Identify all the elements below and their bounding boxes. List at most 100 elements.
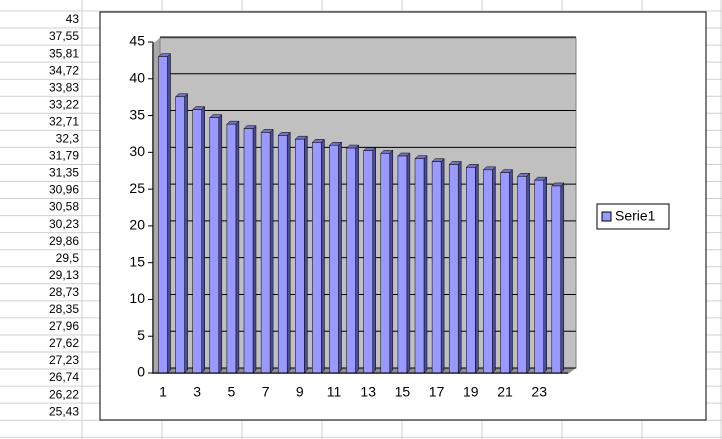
cell-value: 26,22	[49, 387, 79, 401]
cell-value: 35,81	[49, 46, 79, 60]
bar	[192, 109, 202, 374]
cell-value: 31,79	[49, 149, 79, 163]
cell-value: 27,96	[49, 319, 79, 333]
bar-side	[218, 114, 223, 374]
bar-side	[560, 182, 565, 374]
cell-value: 27,62	[49, 336, 79, 350]
x-tick-label: 11	[327, 384, 342, 400]
bar	[260, 132, 271, 374]
x-tick-label: 17	[429, 384, 445, 400]
bar	[295, 138, 305, 374]
x-tick-label: 7	[262, 384, 270, 400]
bar-side	[423, 155, 428, 374]
bar	[414, 158, 425, 374]
x-tick-label: 1	[159, 384, 167, 400]
bar-side	[440, 158, 445, 374]
bar-side	[492, 166, 496, 374]
bar-side	[389, 149, 394, 374]
cell-value: 27,23	[49, 353, 79, 367]
bar-side	[235, 120, 240, 374]
bar-side	[321, 138, 325, 374]
y-tick-label: 5	[137, 327, 145, 343]
bar	[397, 155, 408, 374]
bar	[534, 179, 544, 374]
bar	[158, 56, 168, 374]
cell-value: 30,96	[49, 183, 79, 197]
bar	[517, 176, 527, 374]
y-tick-label: 45	[129, 33, 145, 49]
cell-value: 30,23	[49, 217, 79, 231]
x-tick-label: 3	[193, 384, 201, 400]
bar	[551, 185, 562, 374]
bar-side	[184, 93, 188, 374]
cell-value: 32,71	[49, 114, 79, 128]
bar	[226, 123, 237, 374]
cell-value: 33,83	[49, 80, 79, 94]
bar-side	[406, 152, 411, 374]
cell-value: 29,86	[49, 234, 79, 248]
bar	[312, 142, 322, 374]
bar-side	[269, 128, 274, 374]
legend-swatch	[601, 211, 612, 222]
cell-value: 32,3	[56, 132, 80, 146]
cell-value: 43	[66, 12, 80, 26]
bar	[500, 172, 510, 374]
bar	[346, 147, 356, 374]
bar-side	[372, 147, 376, 374]
legend-label: Serie1	[615, 208, 656, 224]
bar	[277, 135, 288, 374]
bar-side	[355, 144, 359, 374]
cell-value: 34,72	[49, 63, 79, 77]
bar-side	[475, 163, 479, 374]
cell-value: 28,35	[49, 302, 79, 316]
y-tick-label: 30	[129, 143, 145, 159]
bar	[380, 153, 391, 374]
bar	[431, 161, 442, 374]
x-tick-label: 19	[463, 384, 479, 400]
bar-side	[304, 135, 308, 374]
cell-value: 31,35	[49, 166, 79, 180]
x-tick-label: 23	[531, 384, 547, 400]
cell-value: 30,58	[49, 200, 79, 214]
cell-value: 29,13	[49, 268, 79, 282]
bar	[363, 150, 373, 374]
side-wall	[152, 38, 160, 374]
cell-value: 25,43	[49, 404, 79, 418]
bar-side	[252, 125, 257, 374]
bar	[466, 167, 476, 374]
bar	[448, 164, 459, 374]
y-tick-label: 25	[129, 180, 145, 196]
bar	[209, 117, 220, 374]
cell-value: 28,73	[49, 285, 79, 299]
y-tick-label: 0	[137, 364, 145, 380]
bar-side	[286, 131, 291, 374]
x-tick-label: 9	[296, 384, 304, 400]
cell-value: 37,55	[49, 29, 79, 43]
bar-side	[509, 169, 513, 374]
bar	[483, 169, 493, 374]
bar-side	[526, 172, 530, 374]
x-tick-label: 15	[395, 384, 411, 400]
x-tick-label: 13	[360, 384, 376, 400]
x-tick-label: 21	[497, 384, 513, 400]
cell-value: 26,74	[49, 370, 79, 384]
bar-side	[167, 53, 171, 374]
bar	[329, 145, 339, 374]
bar-side	[457, 160, 462, 374]
bar-side	[201, 105, 205, 374]
y-tick-label: 35	[129, 106, 145, 122]
cell-value: 33,22	[49, 97, 79, 111]
bar-side	[543, 176, 547, 374]
y-tick-label: 20	[129, 217, 145, 233]
cell-value: 29,5	[56, 251, 80, 265]
bar	[243, 128, 254, 374]
x-tick-label: 5	[228, 384, 236, 400]
y-tick-label: 15	[129, 253, 145, 269]
y-tick-label: 40	[129, 69, 145, 85]
y-tick-label: 10	[129, 290, 145, 306]
bar-side	[338, 141, 342, 374]
bar	[175, 96, 185, 374]
